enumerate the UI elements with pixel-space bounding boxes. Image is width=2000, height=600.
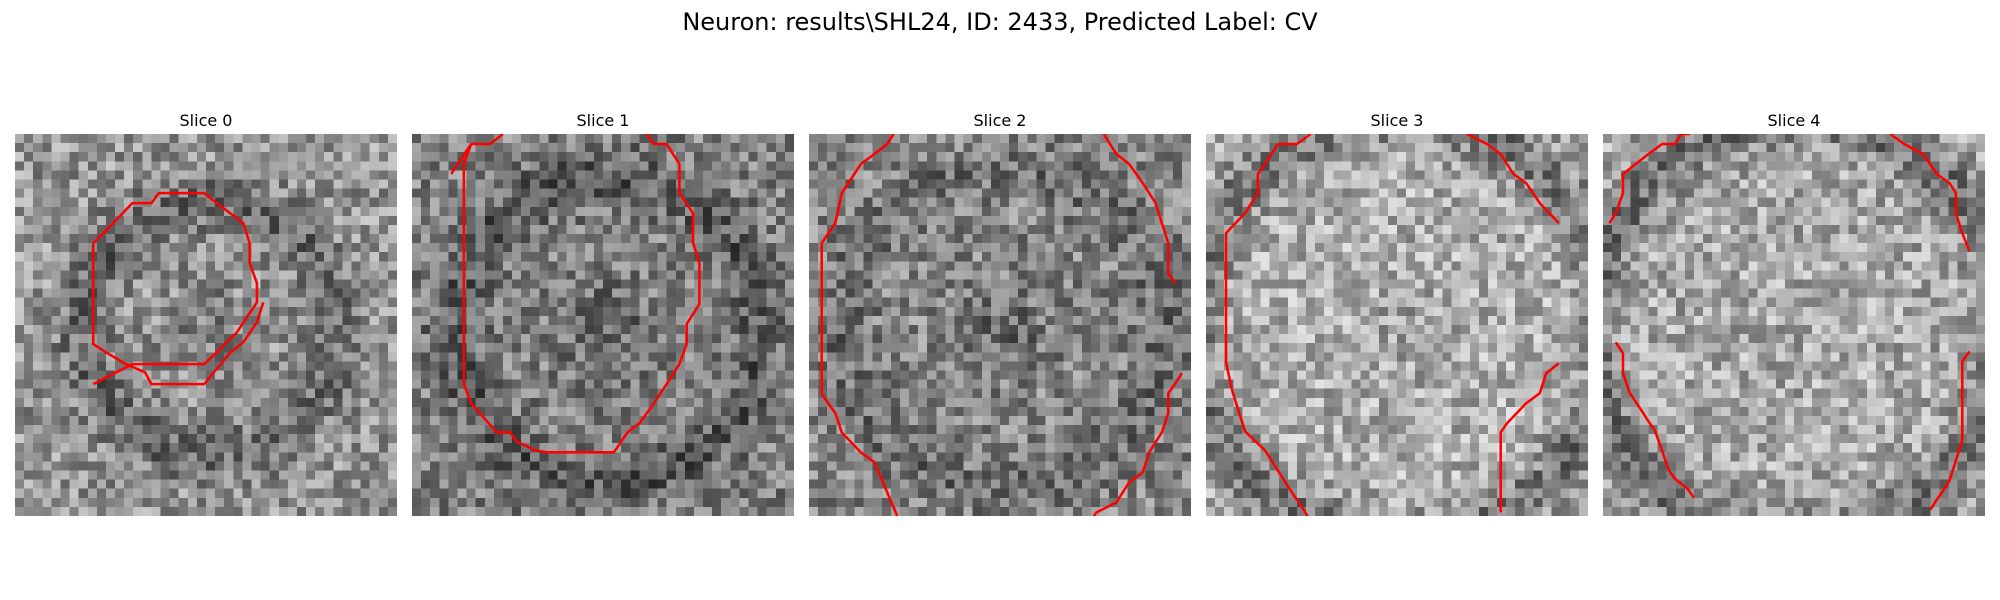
slice-title: Slice 1 <box>576 111 630 130</box>
contour-line <box>860 134 895 166</box>
slice-title: Slice 3 <box>1370 111 1424 130</box>
slice-title: Slice 2 <box>973 111 1027 130</box>
slice-image <box>809 134 1191 516</box>
contour-overlay <box>450 134 701 454</box>
slice-panel-1: Slice 1 <box>412 110 794 516</box>
slice-panel-3: Slice 3 <box>1206 110 1588 516</box>
slice-panel-4: Slice 4 <box>1603 110 1985 516</box>
slice-pixels <box>15 134 397 516</box>
contour-line <box>820 163 1183 516</box>
contour-line <box>450 134 504 175</box>
slice-pixels <box>1603 134 1985 516</box>
slice-panel-2: Slice 2 <box>809 110 1191 516</box>
slice-image <box>1206 134 1588 516</box>
contour-line <box>1889 134 1971 252</box>
contour-line <box>1929 350 1971 511</box>
contour-overlay <box>1608 134 1971 511</box>
contour-line <box>1102 134 1177 284</box>
contour-overlay <box>91 191 265 386</box>
slice-pixels <box>809 134 1191 516</box>
contour-line <box>91 191 265 386</box>
contour-line <box>1614 341 1695 499</box>
slice-pixels <box>1206 134 1588 516</box>
figure-title: Neuron: results\SHL24, ID: 2433, Predict… <box>682 8 1318 36</box>
slice-title: Slice 0 <box>179 111 233 130</box>
contour-line <box>1277 134 1312 146</box>
slice-image <box>412 134 794 516</box>
contour-line <box>1224 143 1309 516</box>
contour-line <box>462 134 701 454</box>
contour-line <box>1499 362 1560 513</box>
contour-overlay <box>820 134 1183 516</box>
contour-overlay <box>1224 134 1560 516</box>
slice-title: Slice 4 <box>1767 111 1821 130</box>
slice-image <box>1603 134 1985 516</box>
slice-panel-0: Slice 0 <box>15 110 397 516</box>
contour-line <box>1466 134 1560 225</box>
contour-line <box>1608 134 1691 224</box>
slice-image <box>15 134 397 516</box>
